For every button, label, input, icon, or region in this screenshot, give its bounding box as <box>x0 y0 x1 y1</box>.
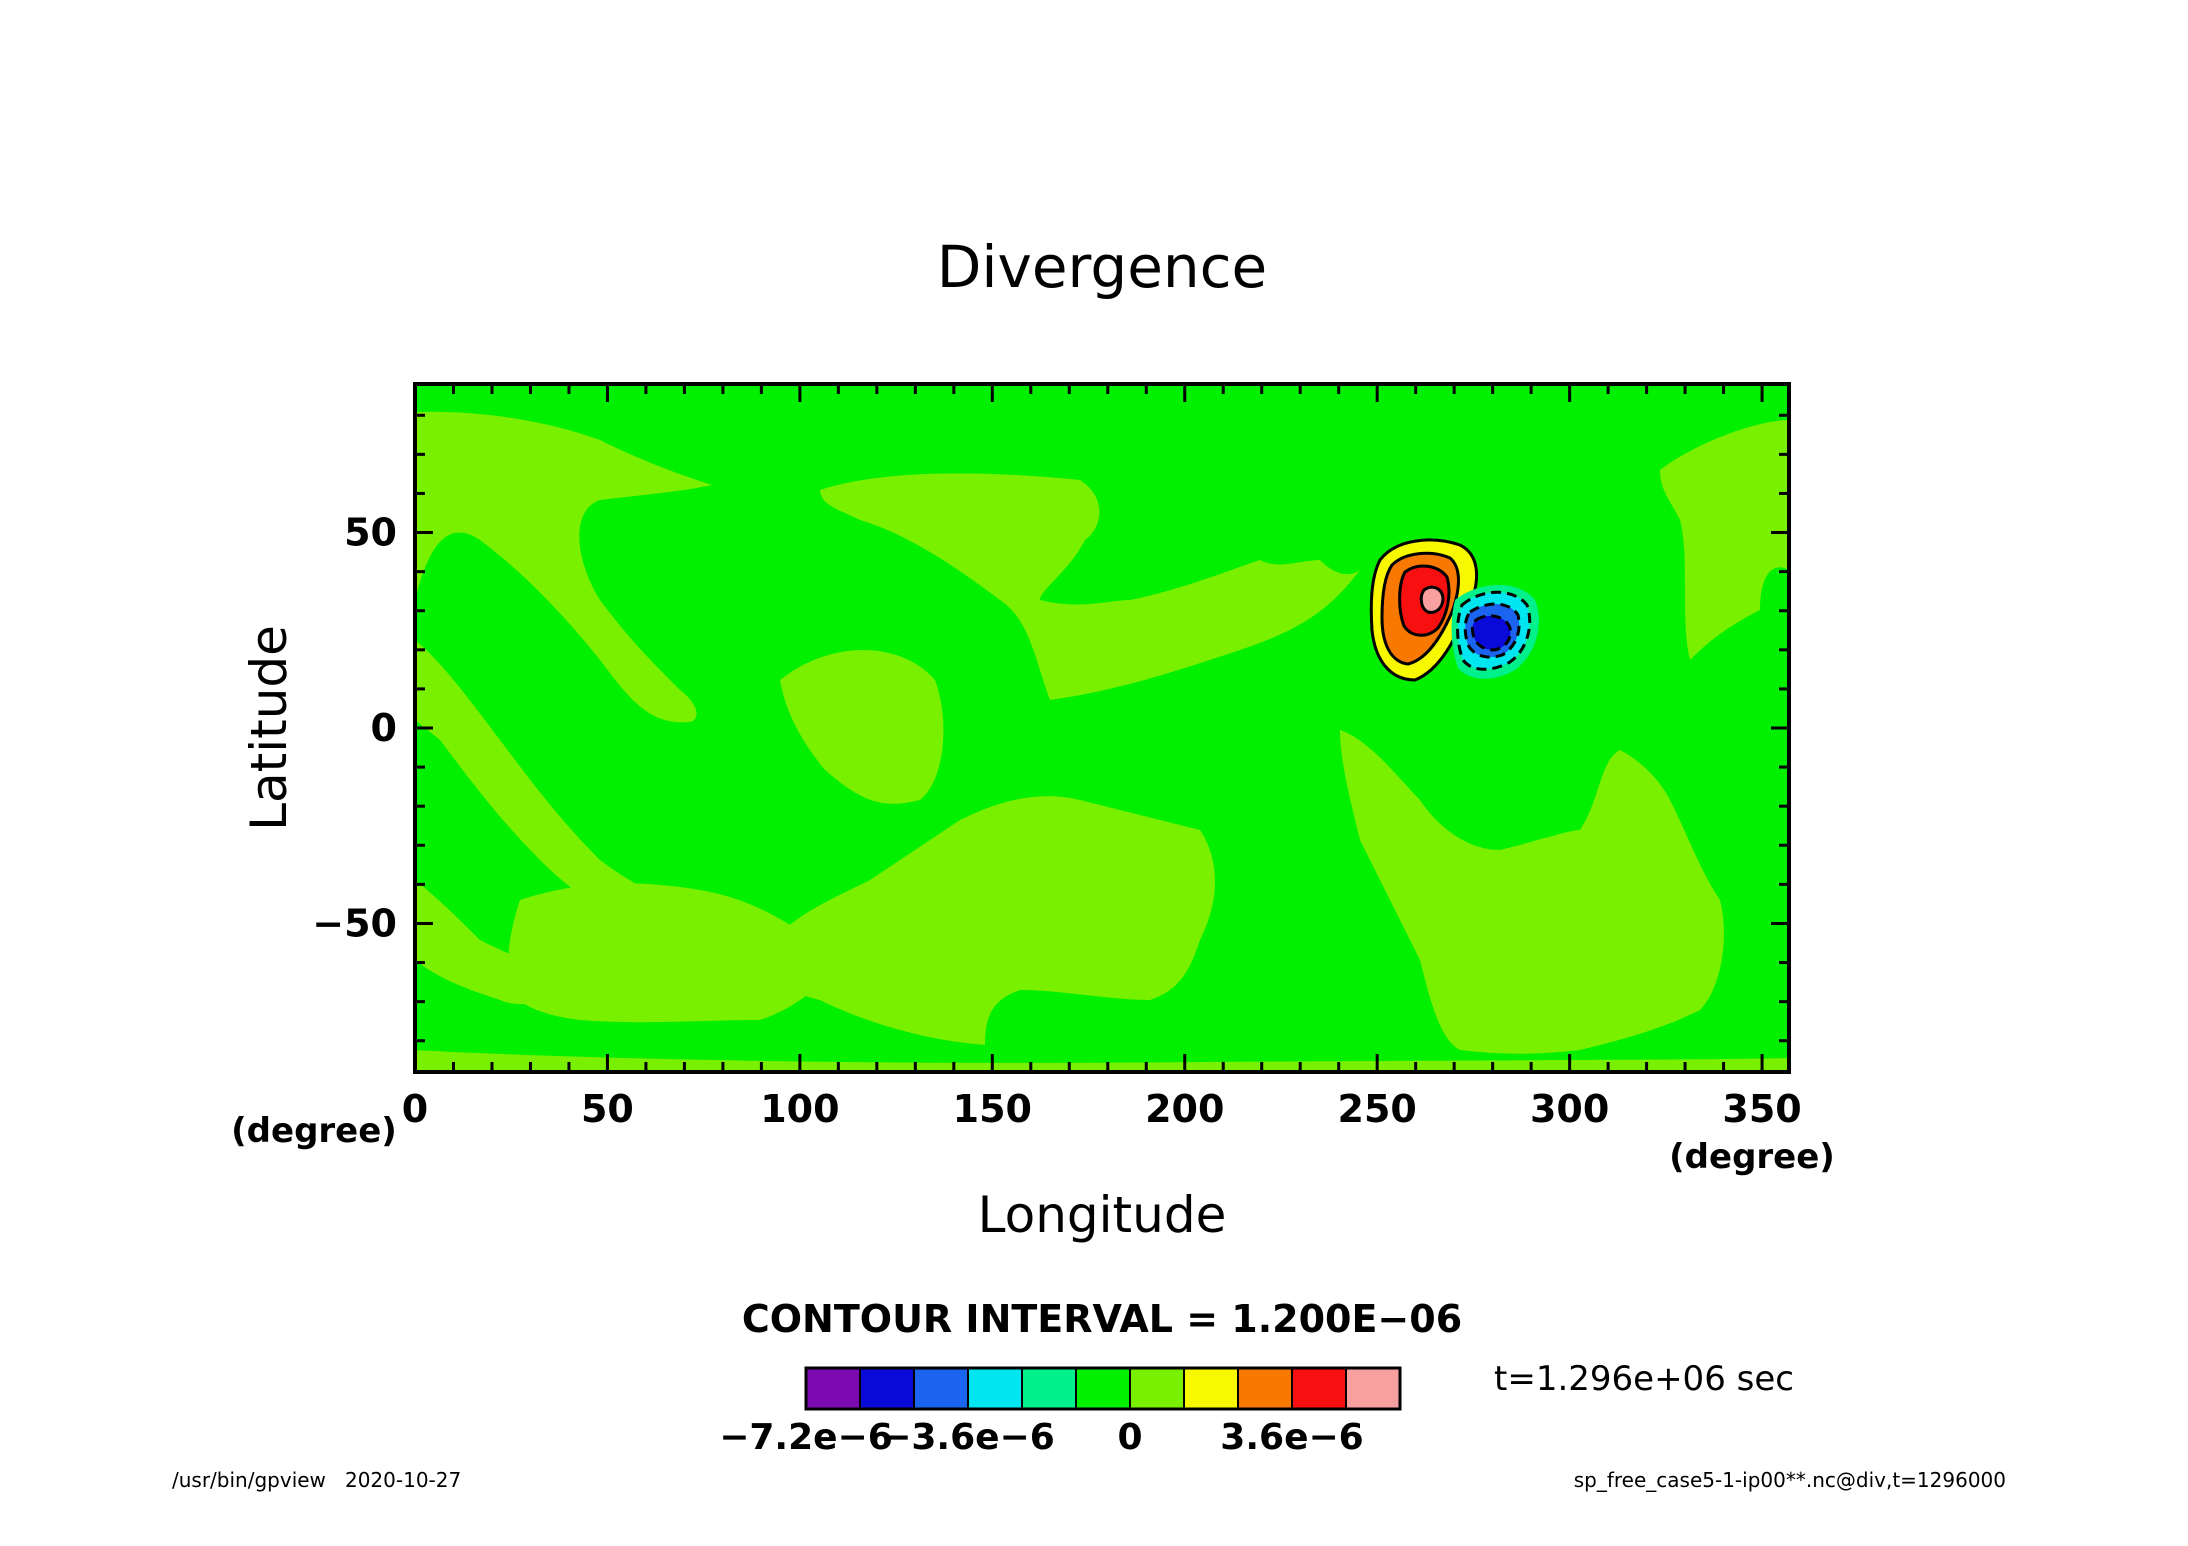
plot-area <box>415 384 1789 1072</box>
x-tick-label: 250 <box>1338 1087 1417 1131</box>
negative-contours <box>1456 590 1532 671</box>
colorbar-tick-label: 0 <box>1117 1417 1142 1458</box>
region-equatorial-central <box>780 650 944 804</box>
chart-title: Divergence <box>937 233 1267 301</box>
x-axis-tick-labels: 0 50 100 150 200 250 300 350 <box>402 1087 1802 1131</box>
colorbar-swatch <box>805 1367 861 1410</box>
x-axis-ticks <box>413 384 1764 1072</box>
region-south-east <box>1340 730 1724 1054</box>
y-axis-unit: (degree) <box>231 1111 397 1151</box>
x-tick-label: 50 <box>581 1087 634 1131</box>
time-label: t=1.296e+06 sec <box>1494 1359 1794 1399</box>
region-north-east <box>1660 420 1789 660</box>
colorbar-swatch <box>913 1367 969 1410</box>
colorbar-swatch <box>1237 1367 1293 1410</box>
convergence-minimum <box>1451 585 1539 679</box>
y-axis-label: Latitude <box>240 625 298 831</box>
positive-small-regions <box>415 411 1789 1072</box>
colorbar-swatch <box>1021 1367 1077 1410</box>
x-axis-unit: (degree) <box>1669 1137 1835 1177</box>
footer-source: sp_free_case5-1-ip00**.nc@div,t=1296000 <box>1574 1468 2006 1492</box>
region-south-wide <box>508 883 840 1023</box>
region-south-central <box>760 796 1215 1045</box>
colorbar <box>805 1367 1401 1410</box>
region-north-west <box>415 411 712 723</box>
colorbar-swatch <box>1075 1367 1131 1410</box>
x-tick-label: 350 <box>1722 1087 1801 1131</box>
colorbar-tick-label: 3.6e−6 <box>1220 1417 1363 1458</box>
x-tick-label: 100 <box>760 1087 839 1131</box>
colorbar-frame <box>804 1366 1402 1411</box>
x-tick-label: 200 <box>1145 1087 1224 1131</box>
colorbar-swatch <box>859 1367 915 1410</box>
colorbar-swatch <box>1183 1367 1239 1410</box>
colorbar-swatch <box>1291 1367 1347 1410</box>
positive-contours <box>1369 538 1479 682</box>
footer-program: /usr/bin/gpview 2020-10-27 <box>172 1468 461 1492</box>
x-tick-label: 150 <box>953 1087 1032 1131</box>
region-north-central <box>820 473 1360 700</box>
colorbar-swatch <box>1345 1367 1401 1410</box>
x-axis-label: Longitude <box>978 1186 1227 1244</box>
colorbar-swatch <box>967 1367 1023 1410</box>
level-pink <box>1421 587 1443 613</box>
level-blue <box>1472 615 1511 650</box>
x-tick-label: 300 <box>1530 1087 1609 1131</box>
colorbar-tick-label: −3.6e−6 <box>881 1417 1055 1458</box>
y-tick-label: −50 <box>312 901 397 945</box>
colorbar-tick-label: −7.2e−6 <box>719 1417 893 1458</box>
region-polar-south <box>415 1050 1789 1072</box>
x-tick-label: 0 <box>402 1087 428 1131</box>
y-tick-label: 50 <box>344 511 397 555</box>
colorbar-tick-labels: −7.2e−6−3.6e−6 0 3.6e−6 <box>719 1417 1363 1458</box>
contour-interval-label: CONTOUR INTERVAL = 1.200E−06 <box>742 1297 1462 1341</box>
divergence-maximum <box>1369 538 1479 682</box>
y-axis-tick-labels: −50 0 50 <box>312 511 397 946</box>
y-axis-ticks <box>415 413 1789 1043</box>
y-tick-label: 0 <box>371 706 397 750</box>
colorbar-swatch <box>1129 1367 1185 1410</box>
